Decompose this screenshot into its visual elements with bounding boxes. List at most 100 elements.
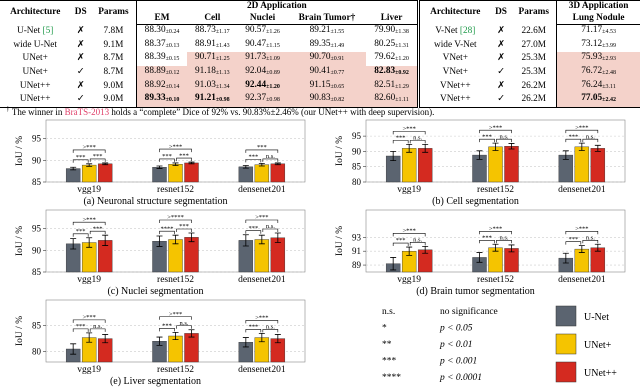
ds-cell: ✗ (497, 80, 505, 91)
y-tick-label: 85 (32, 267, 42, 277)
significance-label: *** (396, 135, 406, 142)
score-cell: 92.44±1.20 (237, 79, 288, 94)
error-bar (172, 162, 179, 166)
significance-symbol: n.s. (382, 307, 395, 317)
architecture-cell: VNet+ (416, 65, 491, 80)
error-bar (188, 232, 195, 243)
significance-meaning: p < 0.001 (439, 357, 477, 367)
significance-meaning: p < 0.05 (439, 324, 473, 334)
error-bar (258, 162, 265, 167)
significance-label: n.s. (266, 223, 275, 230)
table-row: UNet++ ✓ 9.0M 89.33±0.10 91.21±0.98 92.37±0.9… (0, 93, 640, 108)
significance-label: >**** (167, 214, 184, 221)
significance-bracket (262, 158, 279, 162)
legend-swatch (555, 333, 577, 355)
score-mean: 80.25 (374, 38, 396, 49)
ds-cell: ✗ (76, 25, 85, 36)
chart-caption: (c) Nuclei segmentation (107, 286, 203, 297)
score-sd: ±1.17 (215, 29, 230, 36)
score-sd: ±0.91 (330, 56, 345, 63)
score-cell: 90.41±0.77 (287, 65, 367, 80)
error-bar (242, 165, 249, 169)
score-sd: ±2.48 (602, 69, 616, 76)
significance-bracket (392, 140, 409, 144)
score-sd: ±0.98 (215, 97, 230, 104)
score-cell: 91.21±0.98 (187, 93, 238, 108)
score-cell: 90.83±0.82 (287, 93, 367, 108)
ds-cell: ✗ (76, 39, 85, 50)
architecture-cell: UNet++ (0, 80, 70, 94)
architecture-name: UNet++ (19, 94, 51, 105)
score-mean: 89.35 (309, 38, 331, 49)
architecture-cell: VNet++ (416, 79, 491, 94)
significance-meaning: p < 0.01 (439, 340, 473, 350)
significance-label: n.s. (586, 133, 595, 140)
y-tick-label: 80 (352, 177, 362, 187)
bar (168, 239, 183, 273)
bar (254, 164, 270, 183)
significance-label: *** (76, 154, 86, 161)
bar (270, 163, 286, 183)
significance-label: *** (257, 144, 267, 151)
chart-caption: (e) Liver segmentation (110, 376, 201, 387)
score-sd: ±1.34 (215, 83, 230, 90)
params-cell: 8.7M (103, 66, 124, 77)
error-bar (86, 332, 93, 343)
significance-label: n.s. (499, 234, 508, 241)
score-cell: 90.57±1.26 (237, 25, 287, 39)
significance-label: *** (568, 236, 578, 243)
score-cell: 89.35±1.49 (288, 39, 367, 53)
score-mean: 75.93 (581, 52, 603, 63)
y-axis-label: IoU / % (15, 136, 25, 166)
x-tick-label: densenet201 (558, 185, 606, 195)
significance-bracket (176, 157, 192, 162)
significance-label: *** (162, 153, 172, 160)
footnote-marker: † (6, 104, 10, 113)
score-mean: 76.24 (581, 79, 603, 90)
significance-label: *** (396, 237, 406, 244)
significance-bracket (159, 230, 175, 235)
bar (504, 146, 519, 183)
significance-label: >*** (169, 143, 182, 150)
score-sd: ±0.13 (165, 42, 180, 49)
score-mean: 91.03 (194, 79, 216, 90)
score-sd: ±2.93 (602, 56, 616, 63)
bar (65, 168, 81, 183)
error-bar (102, 234, 109, 246)
significance-bracket (159, 219, 192, 223)
significance-symbol: ** (382, 340, 392, 350)
y-tick-label: 90 (352, 146, 362, 156)
column-header: Brain Tumor† (287, 12, 367, 26)
error-bar (422, 143, 429, 153)
error-bar (86, 163, 93, 167)
error-bar (390, 257, 397, 271)
legend-label: U-Net (584, 312, 609, 323)
error-bar (156, 336, 163, 346)
score-mean: 88.73 (194, 25, 216, 36)
significance-bracket (245, 219, 279, 223)
table-row: UNet+ ✗ 8.7M 88.39±0.15 90.71±1.25 91.73±1.09… (0, 52, 640, 66)
significance-bracket (72, 319, 106, 323)
architecture-name: V-Net (435, 25, 458, 36)
error-bar (188, 161, 195, 165)
significance-bracket (245, 230, 262, 234)
column-header: Params (98, 7, 129, 18)
group-header: 3D Application (556, 0, 640, 13)
footnote-link[interactable]: BraTS-2013 (64, 107, 110, 117)
architecture-name: wide V-Net (434, 39, 477, 50)
significance-label: *** (482, 133, 492, 140)
architecture-cell: VNet++ (416, 93, 491, 108)
chart-caption: (d) Brain tumor segmentation (416, 286, 535, 297)
chart-caption: (a) Neuronal structure segmentation (83, 196, 227, 207)
score-mean: 91.21 (194, 93, 216, 104)
score-sd: ±0.92 (395, 69, 409, 76)
params-cell: 25.3M (521, 53, 547, 64)
score-sd: ±1.29 (395, 83, 409, 90)
score-cell: 88.39±0.15 (135, 52, 188, 66)
score-mean: 88.37 (144, 38, 166, 49)
score-mean: 71.17 (581, 25, 603, 36)
score-sd: ±0.12 (165, 69, 180, 76)
params-cell: 26.2M (521, 94, 547, 105)
score-sd: ±1.09 (266, 56, 280, 63)
